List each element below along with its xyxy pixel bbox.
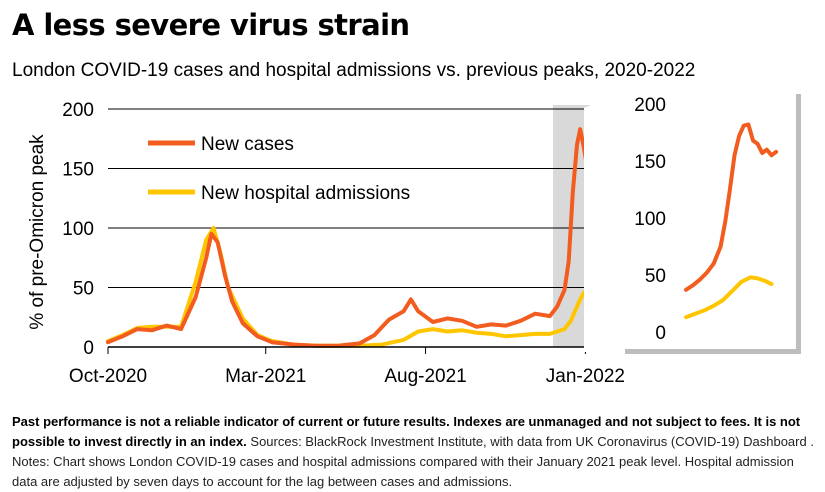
y-tick-label: 0 <box>83 338 94 359</box>
inset-y-tick-label: 50 <box>645 266 666 287</box>
footnote-sources: Sources: BlackRock Investment Institute,… <box>12 434 814 489</box>
inset-y-tick-label: 150 <box>634 152 666 173</box>
series-line-new-hospital-admissions <box>106 226 594 348</box>
chart-area: 0 50 100 150 200 Oct-2020 Mar-2021 Aug-2021 Jan… <box>27 89 801 387</box>
inset-chart: 0 50 100 150 200 <box>584 89 801 354</box>
legend-label-cases: New cases <box>201 134 294 155</box>
chart-title: A less severe virus strain <box>12 8 410 42</box>
main-chart: 0 50 100 150 200 Oct-2020 Mar-2021 Aug-2021 Jan… <box>27 100 625 387</box>
main-y-ticks: 0 50 100 150 200 <box>62 100 600 359</box>
inset-line-new-hospital-admissions <box>684 275 774 320</box>
footnote: Past performance is not a reliable indic… <box>12 412 817 492</box>
y-tick-label: 200 <box>62 100 94 121</box>
footnote-disclaimer: Past performance is not a reliable indic… <box>12 414 801 449</box>
main-series <box>106 127 596 348</box>
x-tick-label: Jan-2022 <box>546 366 625 387</box>
inset-y-ticks: 0 50 100 150 200 <box>634 95 666 344</box>
x-tick-label: Aug-2021 <box>384 366 466 387</box>
inset-series <box>684 122 779 320</box>
inset-y-tick-label: 0 <box>655 323 666 344</box>
series-line-new-cases <box>106 127 596 348</box>
inset-y-tick-label: 200 <box>634 95 666 116</box>
y-tick-label: 150 <box>62 160 94 181</box>
inset-callout <box>584 92 622 352</box>
x-tick-label: Oct-2020 <box>69 366 147 387</box>
chart-subtitle: London COVID-19 cases and hospital admis… <box>12 60 696 81</box>
inset-y-tick-label: 100 <box>634 209 666 230</box>
main-x-ticks: Oct-2020 Mar-2021 Aug-2021 Jan-2022 <box>69 347 625 387</box>
inset-line-new-cases <box>684 122 779 292</box>
inset-panel <box>620 89 796 349</box>
x-tick-label: Mar-2021 <box>225 366 306 387</box>
legend-label-admissions: New hospital admissions <box>201 183 410 204</box>
y-axis-label: % of pre-Omicron peak <box>27 134 48 330</box>
legend: New cases New hospital admissions <box>148 134 410 204</box>
y-tick-label: 100 <box>62 219 94 240</box>
y-tick-label: 50 <box>73 279 94 300</box>
